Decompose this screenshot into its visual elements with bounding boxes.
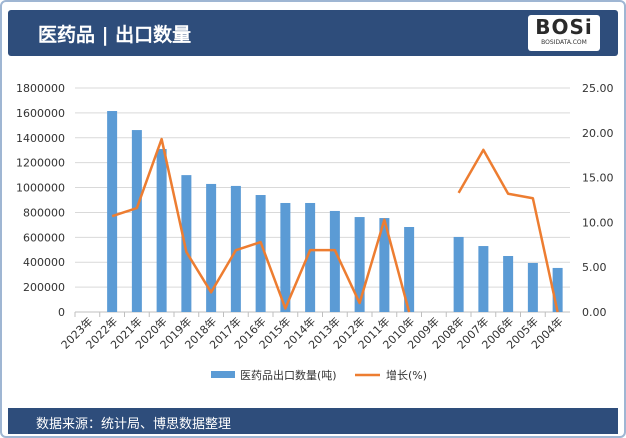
bar-2011年 [379,218,390,312]
bar-2016年 [255,195,266,312]
left-tick-label: 200000 [23,281,65,294]
chart-title: 医药品 | 出口数量 [38,24,192,46]
bar-2022年 [107,111,118,313]
left-tick-label: 800000 [23,206,65,219]
growth-line [111,137,411,313]
logo-text: BOSi [535,15,593,39]
footer-bar: 数据来源：统计局、博思数据整理 [8,408,618,434]
legend-bar-swatch [211,371,235,378]
bar-2006年 [503,256,514,312]
left-tick-label: 1800000 [16,82,65,95]
left-tick-label: 0 [58,306,65,319]
bar-2004年 [552,267,563,312]
bar-2005年 [527,262,538,312]
bar-2008年 [453,236,464,312]
left-tick-label: 1400000 [16,132,65,145]
bar-2013年 [329,210,340,312]
right-tick-label: 15.00 [582,172,614,185]
bar-2015年 [280,202,291,312]
left-tick-label: 1000000 [16,182,65,195]
left-tick-label: 400000 [23,256,65,269]
bar-2014年 [305,202,316,312]
right-tick-label: 0.00 [582,306,607,319]
bar-2012年 [354,217,365,312]
bar-2010年 [404,227,415,312]
right-tick-label: 5.00 [582,261,607,274]
growth-line [457,148,559,313]
left-tick-label: 600000 [23,231,65,244]
legend-bar-label: 医药品出口数量(吨) [240,368,337,382]
right-tick-label: 25.00 [582,82,614,95]
bar-2021年 [131,130,142,312]
right-tick-label: 10.00 [582,216,614,229]
bar-2019年 [181,175,192,312]
bar-2007年 [478,246,489,312]
legend-line-label: 增长(%) [386,368,427,382]
header-bar: 医药品 | 出口数量 BOSi BOSIDATA.COM [8,10,618,56]
bosi-logo: BOSi BOSIDATA.COM [528,15,600,51]
left-tick-label: 1200000 [16,157,65,170]
data-source: 数据来源：统计局、博思数据整理 [36,417,232,432]
logo-subtext: BOSIDATA.COM [541,39,587,46]
right-tick-label: 20.00 [582,127,614,140]
left-tick-label: 1600000 [16,107,65,120]
bar-2020年 [156,148,167,312]
bar-2018年 [206,183,217,312]
